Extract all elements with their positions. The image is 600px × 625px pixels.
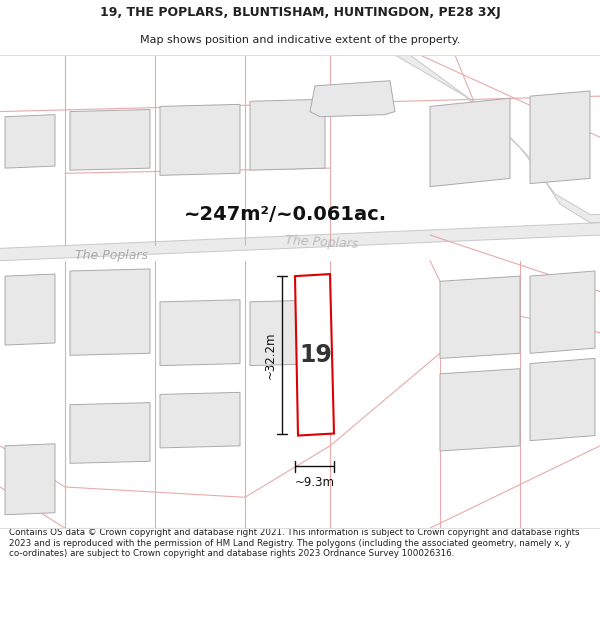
- Text: ~9.3m: ~9.3m: [295, 476, 335, 489]
- Polygon shape: [5, 444, 55, 515]
- Polygon shape: [70, 402, 150, 463]
- Polygon shape: [160, 300, 240, 366]
- Polygon shape: [440, 369, 520, 451]
- Polygon shape: [530, 91, 590, 184]
- Polygon shape: [250, 99, 325, 170]
- Polygon shape: [345, 55, 600, 222]
- Polygon shape: [295, 274, 334, 436]
- Polygon shape: [440, 276, 520, 358]
- Text: 19, THE POPLARS, BLUNTISHAM, HUNTINGDON, PE28 3XJ: 19, THE POPLARS, BLUNTISHAM, HUNTINGDON,…: [100, 6, 500, 19]
- Text: 19: 19: [299, 343, 332, 367]
- Polygon shape: [70, 269, 150, 356]
- Polygon shape: [310, 81, 395, 117]
- Polygon shape: [530, 358, 595, 441]
- Text: The Poplars: The Poplars: [285, 234, 359, 251]
- Polygon shape: [430, 98, 510, 187]
- Text: The Poplars: The Poplars: [75, 249, 148, 262]
- Polygon shape: [250, 300, 325, 366]
- Polygon shape: [160, 104, 240, 176]
- Polygon shape: [0, 222, 600, 261]
- Polygon shape: [5, 114, 55, 168]
- Text: ~32.2m: ~32.2m: [263, 331, 277, 379]
- Polygon shape: [5, 274, 55, 345]
- Text: Map shows position and indicative extent of the property.: Map shows position and indicative extent…: [140, 34, 460, 44]
- Polygon shape: [70, 109, 150, 170]
- Text: ~247m²/~0.061ac.: ~247m²/~0.061ac.: [184, 205, 386, 224]
- Text: Contains OS data © Crown copyright and database right 2021. This information is : Contains OS data © Crown copyright and d…: [9, 528, 580, 558]
- Polygon shape: [160, 392, 240, 448]
- Polygon shape: [530, 271, 595, 353]
